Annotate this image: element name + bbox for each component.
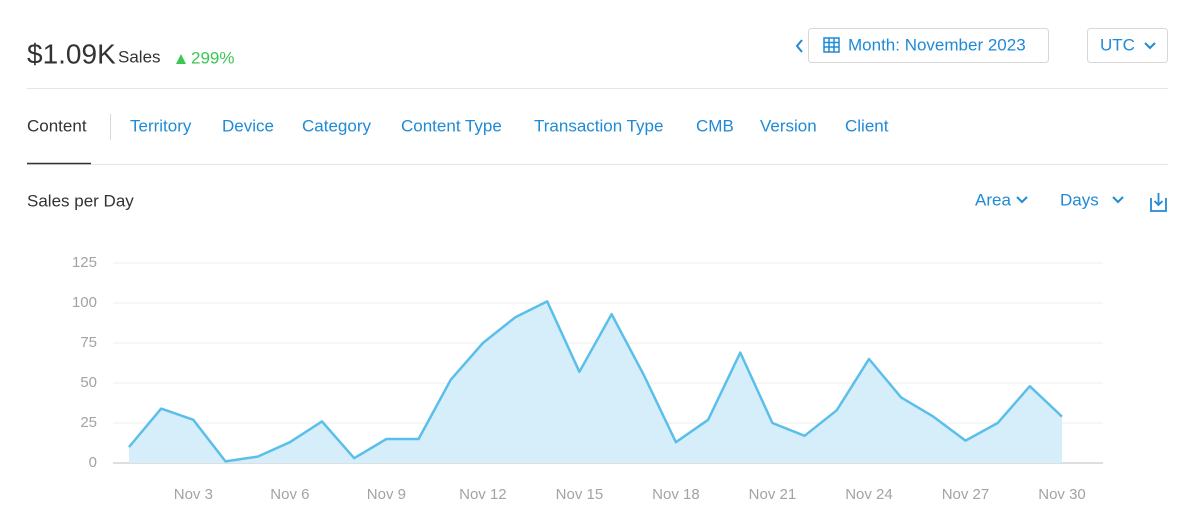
sales-total: $1.09K: [27, 38, 116, 69]
timezone-label[interactable]: UTC: [1100, 35, 1135, 54]
dropdown-chevron: [1144, 42, 1156, 50]
x-tick-label: Nov 30: [1038, 486, 1086, 503]
tab[interactable]: CMB: [696, 116, 734, 135]
up-arrow-icon: [176, 54, 186, 64]
metric-label: Sales: [118, 47, 161, 66]
x-tick-label: Nov 24: [845, 486, 893, 503]
dropdown-chevron: [1112, 196, 1124, 204]
change-percent: 299%: [191, 48, 234, 67]
tab[interactable]: Territory: [130, 116, 192, 135]
timezone-picker[interactable]: [1087, 28, 1168, 63]
tab[interactable]: Device: [222, 116, 274, 135]
period-label[interactable]: Month: November 2023: [848, 35, 1026, 54]
previous-period-button[interactable]: [795, 39, 803, 53]
x-tick-label: Nov 21: [749, 486, 797, 503]
x-tick-label: Nov 9: [367, 486, 406, 503]
dropdown-chevron: [1016, 196, 1028, 204]
calendar-icon: [823, 37, 840, 53]
period-picker[interactable]: [808, 28, 1049, 63]
x-tick-label: Nov 3: [174, 486, 213, 503]
x-tick-label: Nov 18: [652, 486, 700, 503]
y-tick-label: 100: [72, 294, 97, 311]
chart-type-menu[interactable]: Area: [975, 190, 1011, 209]
x-tick-label: Nov 6: [270, 486, 309, 503]
chart-title: Sales per Day: [27, 191, 134, 210]
tab-bar: Content Territory Device Category Content Ty…: [27, 116, 889, 135]
x-tick-label: Nov 27: [942, 486, 990, 503]
y-tick-label: 125: [72, 254, 97, 271]
tab[interactable]: Version: [760, 116, 817, 135]
y-tick-label: 50: [80, 374, 97, 391]
area-line: [128, 300, 1063, 463]
tab[interactable]: Category: [302, 116, 371, 135]
tab[interactable]: Content Type: [401, 116, 502, 135]
x-tick-label: Nov 12: [459, 486, 507, 503]
tab[interactable]: Content: [27, 116, 87, 135]
chart: 0 25 50 75 100 125 Nov 3 Nov 6 Nov 9 Nov 12 Nov 15…: [72, 254, 1103, 503]
y-tick-label: 75: [80, 334, 97, 351]
tab[interactable]: Transaction Type: [534, 116, 663, 135]
tab[interactable]: Client: [845, 116, 889, 135]
interval-menu[interactable]: Days: [1060, 190, 1099, 209]
y-tick-label: 0: [89, 454, 97, 471]
area-fill: [129, 301, 1062, 463]
y-tick-label: 25: [80, 414, 97, 431]
x-tick-label: Nov 15: [556, 486, 604, 503]
download-button[interactable]: [1150, 193, 1167, 212]
